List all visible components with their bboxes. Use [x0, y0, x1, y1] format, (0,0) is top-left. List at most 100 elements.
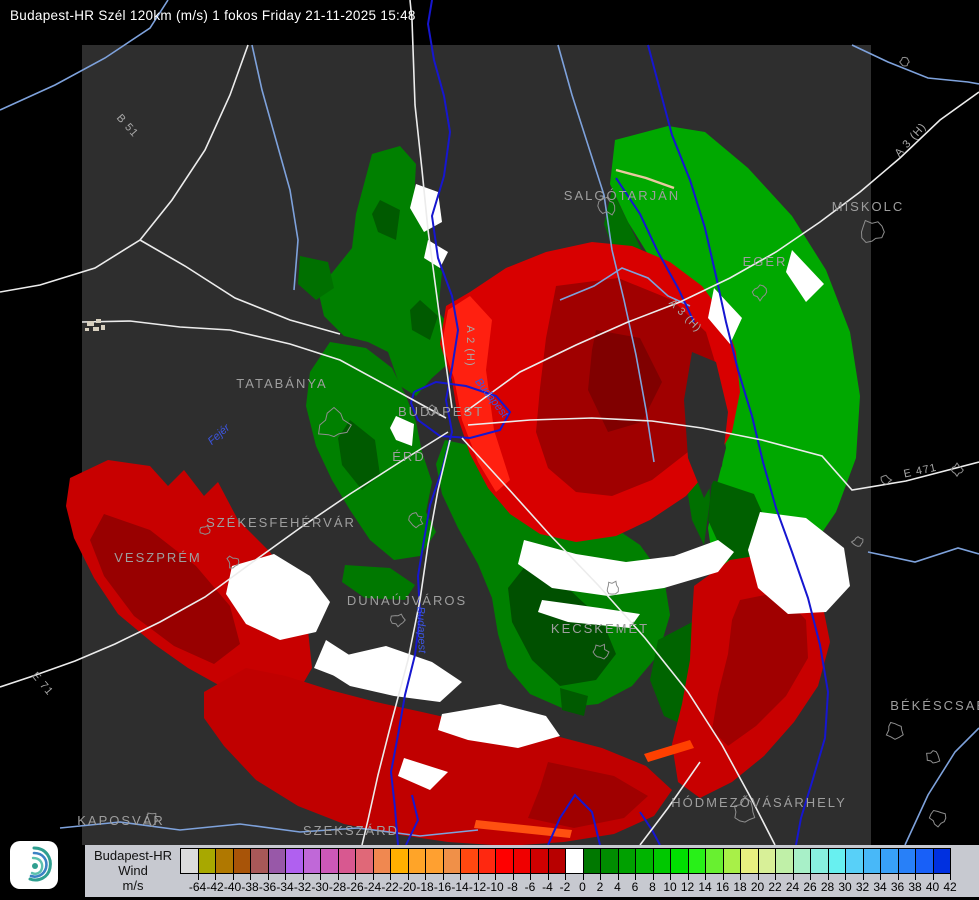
scale-color-box: [180, 848, 199, 874]
scale-tick: [582, 874, 584, 880]
scale-tick: [547, 874, 549, 880]
scale-tick-label: -30: [311, 880, 329, 894]
scale-tick-label: 18: [733, 880, 747, 894]
scale-tick: [337, 874, 339, 880]
scale-tick-label: 28: [820, 880, 835, 894]
scale-color-box: [197, 848, 216, 874]
scale-tick: [267, 874, 269, 880]
scale-tick: [442, 874, 444, 880]
scale-color-box: [512, 848, 531, 874]
radar-echo-region: [712, 592, 808, 746]
scale-tick: [215, 874, 216, 880]
river-boundary-line: [405, 794, 420, 846]
city-label: SZEKSZÁRD: [303, 823, 399, 838]
road-line: [0, 44, 249, 293]
scale-color-box: [232, 848, 251, 874]
radar-echo-region: [398, 758, 448, 790]
town-cluster: [85, 328, 89, 331]
city-label: SZÉKESFEHÉRVÁR: [206, 515, 356, 530]
scale-tick-label: -40: [223, 880, 242, 894]
radar-echo-region: [684, 352, 728, 498]
scale-color-box: [880, 848, 899, 874]
road-line: [639, 761, 701, 846]
scale-tick-label: -12: [468, 880, 487, 894]
scale-tick: [880, 874, 881, 880]
scale-color-box: [215, 848, 234, 874]
scale-color-box: [722, 848, 741, 874]
radar-echo-region: [226, 554, 330, 640]
scale-color-box: [477, 848, 496, 874]
scale-color-box: [845, 848, 864, 874]
scale-tick: [372, 874, 374, 880]
legend-product: Budapest-HR: [93, 848, 173, 863]
city-label: HÓDMEZŐVÁSÁRHELY: [671, 795, 847, 810]
scale-color-box: [897, 848, 916, 874]
scale-tick-label: 22: [768, 880, 782, 894]
scale-color-box: [932, 848, 951, 874]
scale-color-box: [617, 848, 636, 874]
radar-echo-region: [438, 704, 560, 748]
scale-tick: [285, 874, 286, 880]
scale-color-box: [687, 848, 706, 874]
city-label: BUDAPEST: [398, 404, 484, 419]
scale-tick-label: 34: [873, 880, 887, 894]
scale-tick-label: -8: [507, 880, 518, 894]
radar-echo-region: [410, 300, 438, 340]
city-label: SALGÓTARJÁN: [564, 188, 680, 203]
scale-tick: [705, 874, 706, 880]
scale-tick-label: 36: [890, 880, 905, 894]
legend-caption: Budapest-HR Wind m/s: [87, 848, 179, 893]
major-road-line: [615, 168, 675, 190]
town-cluster: [96, 319, 101, 323]
river-boundary-line: [389, 0, 460, 846]
radar-echo-region: [508, 560, 616, 686]
river-line: [0, 0, 169, 111]
scale-tick-label: -10: [486, 880, 504, 894]
scale-tick: [775, 874, 776, 880]
scale-tick: [250, 874, 251, 880]
river-line: [867, 547, 979, 563]
legend-unit: m/s: [122, 878, 144, 893]
scale-tick-label: -20: [398, 880, 417, 894]
radar-echo-region: [644, 740, 694, 762]
scale-tick: [390, 874, 391, 880]
radar-echo-region: [588, 330, 662, 432]
scale-tick: [652, 874, 654, 880]
city-label: KECSKEMÉT: [551, 621, 649, 636]
scale-tick-label: -36: [258, 880, 277, 894]
river-boundary-line: [547, 793, 601, 846]
scale-tick-label: 32: [855, 880, 870, 894]
river-line: [59, 821, 479, 837]
radar-echo-region: [390, 416, 414, 446]
scale-color-box: [337, 848, 356, 874]
scale-color-box: [810, 848, 829, 874]
scale-tick: [897, 874, 899, 880]
scale-tick-label: 0: [579, 880, 586, 894]
settlement-outline: [389, 613, 406, 628]
river-boundary-line: [409, 380, 512, 440]
scale-tick-label: -24: [363, 880, 382, 894]
city-label: VESZPRÉM: [114, 550, 202, 565]
scale-color-box: [915, 848, 934, 874]
river-line: [904, 727, 979, 846]
scale-tick-label: -34: [276, 880, 294, 894]
scale-color-box: [425, 848, 444, 874]
settlement-outline: [199, 524, 211, 535]
scale-color-box: [757, 848, 776, 874]
settlement-outline: [880, 474, 893, 485]
scale-tick: [792, 874, 794, 880]
river-line: [851, 44, 979, 85]
settlement-outline: [950, 462, 964, 478]
water-label: Budapest: [414, 606, 428, 654]
scale-tick: [862, 874, 864, 880]
town-cluster: [87, 321, 94, 326]
color-scale: -64 -42 -40 -38 -36 -34 -32 -30 -28 -26 -24 -22 -20-…: [180, 848, 958, 896]
scale-tick: [460, 874, 461, 880]
settlement-outline: [606, 580, 619, 595]
radar-echo-region: [786, 250, 824, 302]
hurricane-spiral-icon: [28, 846, 52, 882]
settlement-outline: [592, 643, 610, 660]
scale-tick-label: 42: [943, 880, 957, 894]
scale-tick: [617, 874, 619, 880]
